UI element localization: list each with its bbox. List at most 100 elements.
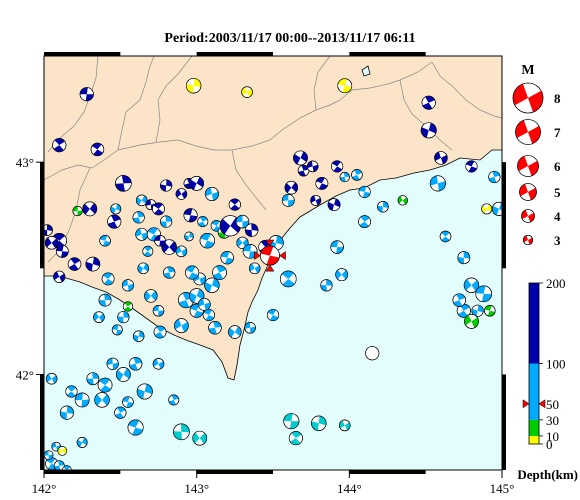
lat-tick-label: 42° [16, 367, 34, 382]
focal-mechanism [481, 203, 493, 215]
focal-mechanism [331, 160, 344, 173]
focal-mechanism [110, 203, 122, 215]
focal-mechanism [45, 372, 58, 385]
focal-mechanism [212, 265, 227, 280]
focal-mechanism [160, 215, 173, 228]
focal-mechanism [358, 215, 371, 228]
focal-mechanism [107, 214, 122, 229]
focal-mechanism [90, 142, 105, 157]
focal-mechanism [55, 244, 69, 258]
focal-mechanism [128, 357, 143, 371]
focal-mechanism [44, 224, 53, 236]
focal-mechanism [189, 176, 205, 191]
lon-tick-label: 145° [490, 481, 515, 496]
focal-mechanism [67, 257, 82, 271]
focal-mechanism [241, 86, 253, 98]
focal-mechanism [116, 367, 131, 382]
focal-mechanism [132, 330, 145, 342]
magnitude-legend-label: 4 [554, 209, 561, 224]
focal-mechanism [434, 151, 448, 165]
focal-mechanism [152, 202, 165, 216]
focal-mechanism [266, 308, 280, 322]
focal-mechanism [106, 357, 119, 370]
magnitude-legend-label: 5 [554, 185, 561, 200]
focal-mechanism [154, 234, 166, 247]
focal-mechanism [439, 230, 452, 243]
focal-mechanism [137, 262, 149, 275]
depth-tick-label: 50 [546, 397, 559, 412]
focal-mechanism [53, 270, 66, 283]
focal-mechanism [59, 405, 74, 420]
focal-mechanism [219, 215, 241, 237]
focal-mechanism [121, 279, 135, 292]
focal-mechanism [76, 436, 88, 448]
focal-mechanism [79, 87, 94, 102]
focal-mechanism [306, 160, 319, 173]
focal-mechanism [122, 396, 134, 408]
magnitude-legend-label: 3 [554, 233, 561, 248]
focal-mechanism [235, 214, 250, 229]
depth-color-segment [529, 435, 539, 444]
focal-mechanism [327, 198, 341, 211]
magnitude-legend-item: 7 [515, 119, 561, 145]
magnitude-legend-item: 4 [521, 209, 561, 224]
magnitude-legend: M 8 7 6 5 4 3 [512, 63, 561, 248]
axis-labels: 142° 143° 144° 145° 43° 42° [16, 155, 515, 496]
main-event-mechanism [254, 239, 286, 272]
focal-mechanism [152, 358, 165, 370]
focal-mechanism [351, 169, 363, 181]
focal-mechanism [420, 122, 437, 139]
focal-mechanism [197, 216, 209, 228]
focal-mechanism [288, 431, 303, 446]
depth-color-segment [529, 283, 539, 364]
focal-mechanism [111, 324, 123, 336]
focal-mechanism [153, 325, 167, 339]
focal-mechanism [337, 78, 353, 94]
focal-mechanism [197, 298, 211, 311]
focal-mechanism [456, 303, 471, 318]
focal-mechanism [74, 392, 90, 408]
focal-mechanism [281, 193, 295, 207]
focal-mechanism [464, 314, 479, 329]
focal-mechanism [475, 285, 492, 303]
focal-mechanism [135, 194, 148, 207]
depth-tick-label: 0 [546, 437, 553, 452]
magnitude-legend-item: 6 [517, 155, 561, 177]
focal-mechanism [242, 243, 258, 259]
focal-mechanism [44, 236, 59, 250]
focal-mechanism [491, 201, 502, 216]
depth-color-segment [529, 419, 539, 436]
focal-mechanism [236, 236, 249, 249]
focal-mechanism [199, 233, 216, 249]
focal-mechanism [484, 305, 496, 317]
focal-mechanism [161, 239, 177, 255]
focal-mechanism [85, 256, 101, 272]
lon-tick-label: 143° [184, 481, 209, 496]
focal-mechanism [204, 277, 220, 293]
focal-mechanism [311, 415, 327, 431]
focal-mechanism [429, 175, 446, 192]
focal-mechanism [163, 266, 176, 279]
depth-scale-label: Depth(km) [517, 467, 578, 482]
focal-mechanism [330, 240, 344, 254]
focal-mechanism [57, 446, 68, 456]
magnitude-legend-label: 7 [554, 125, 561, 140]
focal-mechanism [465, 160, 478, 173]
focal-mechanism [152, 305, 165, 317]
focal-mechanism [65, 385, 78, 398]
depth-marker-left [522, 399, 530, 409]
focal-mechanism [117, 311, 130, 324]
focal-mechanism [53, 460, 65, 470]
focal-mechanism [283, 413, 300, 430]
focal-mechanism [93, 311, 105, 323]
focal-mechanism [335, 268, 349, 282]
focal-mechanism [160, 179, 173, 192]
depth-tick-label: 10 [546, 429, 559, 444]
focal-mechanism [315, 177, 329, 190]
focal-mechanism [488, 170, 501, 184]
focal-mechanism [97, 377, 113, 393]
depth-tick-label: 30 [546, 413, 559, 428]
focal-mechanism [44, 450, 54, 460]
